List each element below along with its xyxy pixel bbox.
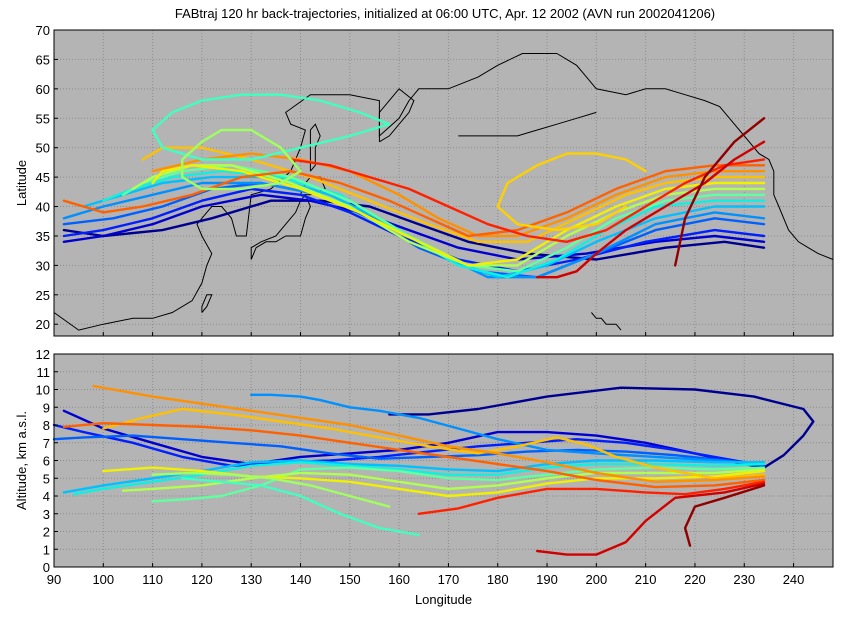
x-tick-label: 100 <box>92 572 114 587</box>
longitude-tick-labels: 90 100 110 120 130 140 150 160 170 180 190 200 210 22… <box>47 563 805 587</box>
x-tick-label: 160 <box>388 572 410 587</box>
y-tick-label: 55 <box>36 111 50 126</box>
x-tick-label: 220 <box>684 572 706 587</box>
x-tick-label: 130 <box>240 572 262 587</box>
x-tick-label: 240 <box>783 572 805 587</box>
x-tick-label: 190 <box>536 572 558 587</box>
trajectory-line <box>151 152 766 238</box>
y-tick-label: 60 <box>36 82 50 97</box>
y-tick-label: 7 <box>43 436 50 451</box>
y-tick-label: 0 <box>43 560 50 575</box>
trajectory-line <box>151 466 766 503</box>
x-tick-label: 170 <box>438 572 460 587</box>
y-tick-label: 4 <box>43 489 50 504</box>
y-tick-label: 1 <box>43 542 50 557</box>
latitude-tick-labels: 20 25 30 35 40 45 50 55 60 65 70 <box>36 23 795 336</box>
trajectory-line <box>249 393 766 466</box>
y-tick-label: 8 <box>43 418 50 433</box>
y-tick-label: 20 <box>36 317 50 332</box>
trajectory-line <box>151 164 766 267</box>
trajectory-line <box>62 187 766 273</box>
longitude-axis-label: Longitude <box>415 592 472 607</box>
y-tick-label: 45 <box>36 170 50 185</box>
trajectory-line <box>52 434 766 466</box>
trajectory-line <box>180 477 420 537</box>
trajectory-line <box>536 482 766 556</box>
x-tick-label: 200 <box>585 572 607 587</box>
x-tick-label: 120 <box>191 572 213 587</box>
trajectory-line <box>121 468 766 492</box>
trajectory-line <box>102 466 766 498</box>
trajectory-line <box>151 93 391 161</box>
y-tick-label: 9 <box>43 400 50 415</box>
trajectory-line <box>62 199 766 261</box>
coastline <box>201 294 213 313</box>
trajectory-line <box>289 158 766 244</box>
y-tick-label: 70 <box>36 23 50 38</box>
latitude-trajectories <box>62 93 766 279</box>
trajectory-line <box>52 423 766 467</box>
map-panel-frame <box>53 29 834 337</box>
y-tick-label: 12 <box>36 347 50 362</box>
y-tick-label: 5 <box>43 471 50 486</box>
x-tick-label: 150 <box>339 572 361 587</box>
trajectory-line <box>180 128 302 191</box>
trajectory-line <box>496 152 647 232</box>
trajectory-line <box>683 484 766 547</box>
y-tick-label: 2 <box>43 525 50 540</box>
coastline <box>53 53 557 331</box>
y-tick-label: 35 <box>36 229 50 244</box>
trajectory-line <box>62 459 766 494</box>
coastline <box>378 88 415 143</box>
x-tick-label: 230 <box>733 572 755 587</box>
trajectory-line <box>151 471 391 508</box>
y-tick-label: 65 <box>36 52 50 67</box>
x-tick-label: 90 <box>47 572 61 587</box>
map-panel: 20 25 30 35 40 45 50 55 60 65 70 Latitude <box>14 23 834 337</box>
y-tick-label: 3 <box>43 507 50 522</box>
y-tick-label: 10 <box>36 383 50 398</box>
trajectory-line <box>102 407 766 480</box>
coastline <box>458 111 597 137</box>
trajectory-line <box>417 480 766 515</box>
trajectory-line <box>62 164 766 238</box>
trajectory-line <box>62 422 766 489</box>
x-tick-label: 140 <box>290 572 312 587</box>
trajectory-line <box>141 146 766 244</box>
y-tick-label: 30 <box>36 258 50 273</box>
coastline <box>591 312 622 331</box>
altitude-axis-label: Altitude, km a.s.l. <box>14 411 29 510</box>
trajectory-line <box>536 140 766 279</box>
x-tick-label: 180 <box>487 572 509 587</box>
latitude-axis-label: Latitude <box>14 160 29 206</box>
coastline <box>556 53 834 260</box>
y-tick-label: 25 <box>36 288 50 303</box>
trajectory-line <box>674 117 766 267</box>
trajectory-line <box>388 386 815 469</box>
chart-title: FABtraj 120 hr back-trajectories, initia… <box>175 6 715 21</box>
x-tick-label: 210 <box>635 572 657 587</box>
coastline-map <box>53 53 834 331</box>
altitude-trajectories <box>52 384 815 556</box>
y-tick-label: 6 <box>43 454 50 469</box>
y-tick-label: 40 <box>36 200 50 215</box>
trajectory-line <box>72 461 766 496</box>
y-tick-label: 50 <box>36 141 50 156</box>
x-tick-label: 110 <box>142 572 163 587</box>
trajectory-line <box>92 384 766 483</box>
y-tick-label: 11 <box>37 365 51 380</box>
